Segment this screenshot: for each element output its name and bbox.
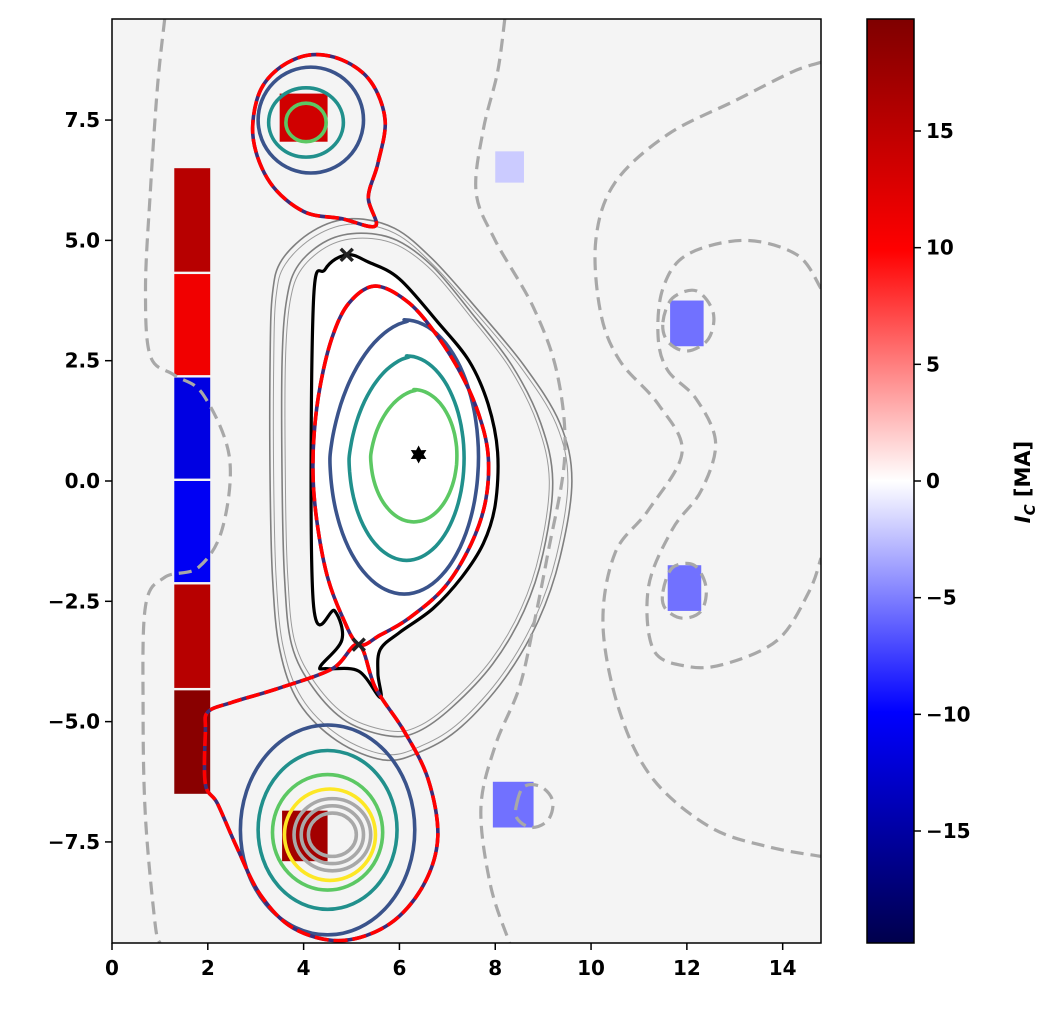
colorbar-axis: 15 10 5 0 −5 −10 −15	[914, 119, 971, 843]
separatrix-lower-dashed	[202, 642, 440, 943]
x-tick-label: 10	[577, 956, 605, 980]
x-axis: 0 2 4 6 8 10 12 14	[105, 943, 797, 980]
dashed-contour-3	[593, 60, 821, 858]
flux-surface-gray-inner-1	[272, 223, 569, 756]
dashed-contour-6	[660, 561, 708, 620]
pf6-ring-1	[238, 723, 417, 937]
y-tick-label: −7.5	[48, 830, 100, 854]
coil-cs3l	[174, 481, 211, 583]
flux-surface-gray-inner-2	[284, 237, 550, 733]
x-tick-label: 14	[769, 956, 797, 980]
flux-surface-gray-1	[269, 217, 573, 762]
colorbar	[866, 18, 915, 944]
pf1-ring-2	[266, 86, 346, 159]
colorbar-tick-label: 15	[926, 119, 954, 143]
x-tick-label: 6	[392, 956, 406, 980]
y-tick-label: 2.5	[65, 349, 100, 373]
separatrix-upper-dashed	[250, 52, 388, 229]
pf6-ring-4	[282, 787, 378, 883]
colorbar-tick-label: 0	[926, 469, 940, 493]
flux-surface-gray-2	[280, 232, 554, 738]
separatrix-main-dashed	[311, 284, 491, 648]
pf6-ring-5	[292, 796, 373, 873]
coil-pf5	[492, 781, 534, 828]
x-tick-label: 4	[297, 956, 311, 980]
x-tick-label: 12	[673, 956, 701, 980]
coil-cs2l	[174, 584, 211, 688]
core-contour-1	[328, 317, 481, 596]
dashed-contour-5	[661, 288, 716, 353]
y-tick-label: 7.5	[65, 108, 100, 132]
plot-area	[141, 19, 821, 943]
core-contour-2	[347, 354, 466, 563]
dashed-contour-1	[141, 19, 232, 943]
x-tick-label: 0	[105, 956, 119, 980]
pf6-ring-3	[270, 772, 385, 892]
colorbar-label: IC [MA]	[1011, 441, 1039, 524]
pf1-ring-3	[284, 101, 328, 144]
x-tick-label: 8	[488, 956, 502, 980]
y-axis: −7.5 −5.0 −2.5 0.0 2.5 5.0 7.5	[48, 108, 112, 854]
x-point-marker-2	[351, 637, 366, 652]
colorbar-tick-label: −10	[926, 702, 971, 726]
coil-cs3u	[174, 377, 211, 479]
colorbar-tick-label: −5	[926, 586, 957, 610]
y-tick-label: −5.0	[48, 710, 100, 734]
y-tick-label: 0.0	[65, 469, 100, 493]
colorbar-tick-label: 10	[926, 236, 954, 260]
pf6-ring-2	[256, 748, 399, 912]
x-tick-label: 2	[201, 956, 215, 980]
coil-pf2	[495, 151, 524, 183]
y-tick-label: −2.5	[48, 589, 100, 613]
magnetic-axis-marker	[410, 445, 427, 464]
pf6-ring-7	[306, 811, 359, 859]
dashed-contour-7	[513, 783, 555, 830]
pf6-ring-6	[299, 804, 366, 866]
pf1-ring-1	[256, 65, 366, 175]
coil-pf4	[667, 565, 702, 611]
x-point-marker-1	[339, 247, 354, 263]
dashed-contour-2	[474, 19, 567, 943]
colorbar-tick-label: 5	[926, 352, 940, 376]
coil-cs1u	[174, 168, 211, 272]
core-contour-3	[368, 387, 459, 524]
y-tick-label: 5.0	[65, 228, 100, 252]
coil-cs2u	[174, 274, 211, 376]
coil-pf3	[670, 300, 704, 347]
colorbar-tick-label: −15	[926, 819, 971, 843]
limiter-wall	[309, 253, 500, 700]
